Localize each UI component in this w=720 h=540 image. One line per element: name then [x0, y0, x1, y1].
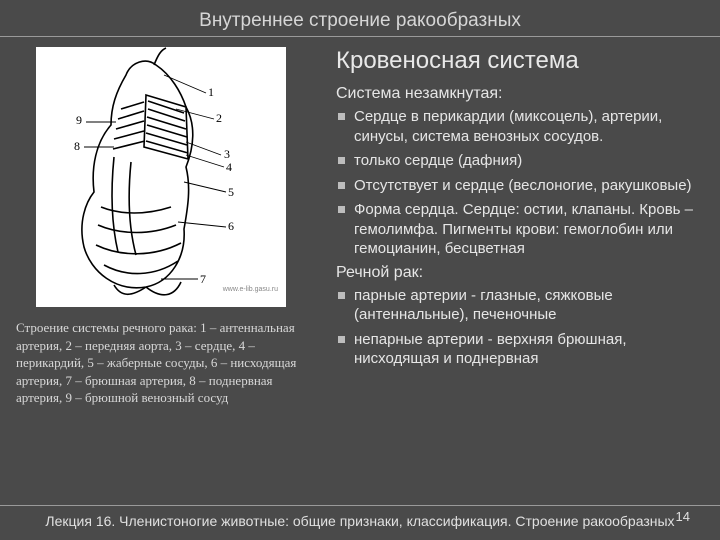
label-9: 9 [76, 113, 82, 128]
list-item: Отсутствует и сердце (веслоногие, ракушк… [336, 176, 704, 196]
crayfish-svg [36, 47, 286, 307]
label-8: 8 [74, 139, 80, 154]
slide-footer: Лекция 16. Членистоногие животные: общие… [0, 505, 720, 530]
label-6: 6 [228, 219, 234, 234]
list-item: непарные артерии - верхняя брюшная, нисх… [336, 330, 704, 369]
subheading-1: Система незамкнутая: [336, 85, 704, 103]
header-title: Внутреннее строение ракообразных [199, 10, 521, 31]
diagram-watermark: www.e-lib.gasu.ru [223, 286, 278, 293]
content-area: 1 2 3 4 5 6 7 8 9 www.e-lib.gasu.ru Стро… [0, 37, 720, 407]
label-7: 7 [200, 272, 206, 287]
subheading-2: Речной рак: [336, 264, 704, 282]
label-1: 1 [208, 85, 214, 100]
slide-header: Внутреннее строение ракообразных [0, 0, 720, 37]
anatomy-diagram: 1 2 3 4 5 6 7 8 9 www.e-lib.gasu.ru [36, 47, 286, 307]
list-item: парные артерии - глазные, сяжковые (анте… [336, 286, 704, 325]
bullet-list-2: парные артерии - глазные, сяжковые (анте… [336, 286, 704, 369]
left-column: 1 2 3 4 5 6 7 8 9 www.e-lib.gasu.ru Стро… [16, 47, 326, 407]
footer-text: Лекция 16. Членистоногие животные: общие… [45, 513, 674, 529]
list-item: Форма сердца. Сердце: остии, клапаны. Кр… [336, 200, 704, 259]
label-2: 2 [216, 111, 222, 126]
bullet-list-1: Сердце в перикардии (миксоцель), артерии… [336, 107, 704, 259]
list-item: только сердце (дафния) [336, 151, 704, 171]
page-number: 14 [676, 509, 690, 524]
label-4: 4 [226, 160, 232, 175]
slide: Внутреннее строение ракообразных [0, 0, 720, 540]
label-5: 5 [228, 185, 234, 200]
list-item: Сердце в перикардии (миксоцель), артерии… [336, 107, 704, 146]
section-title: Кровеносная система [336, 47, 704, 75]
right-column: Кровеносная система Система незамкнутая:… [326, 47, 704, 407]
diagram-caption: Строение системы речного рака: 1 – антен… [16, 319, 326, 407]
